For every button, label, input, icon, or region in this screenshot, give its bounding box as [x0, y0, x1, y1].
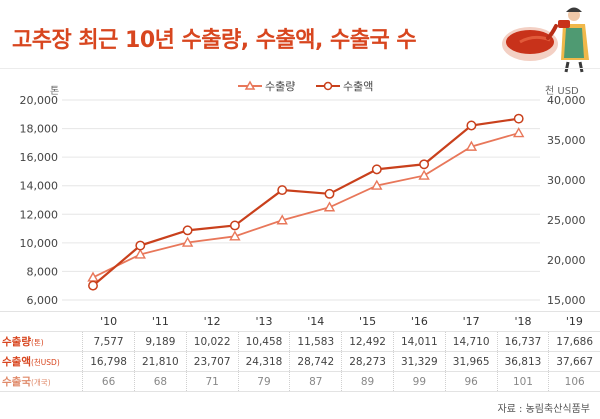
point-volume [134, 248, 146, 259]
point-volume [181, 236, 194, 247]
source-note: 자료 : 농림축산식품부 [497, 404, 590, 415]
row-label: 수출액 [2, 356, 31, 368]
series-line-value [92, 117, 519, 287]
right-axis-tick-label: 30,000 [547, 174, 586, 187]
legend-label-volume: 수출량 [265, 80, 295, 93]
table-cell: 79 [237, 371, 290, 392]
left-axis-tick-label: 10,000 [20, 237, 59, 250]
point-volume [418, 169, 430, 180]
table-cell: 31,329 [392, 351, 446, 372]
title-divider [0, 68, 600, 69]
right-axis-unit: 천 USD [545, 85, 579, 97]
table-row-header: 수출국(개국) [0, 371, 83, 392]
legend: 수출량 수출액 [238, 80, 373, 93]
left-axis-tick-label: 16,000 [20, 151, 59, 164]
table-cell: 17,686 [548, 331, 600, 352]
table-cell: 11,583 [289, 331, 342, 352]
table-cell: 71 [185, 371, 239, 392]
table-cell: 14,011 [392, 331, 446, 352]
right-axis-tick-label: 25,000 [547, 214, 586, 227]
x-axis-tick-label: '17 [445, 311, 498, 332]
data-table: '10'11'12'13'14'15'16'17'18'19 수출량(톤) 7,57… [0, 311, 600, 392]
left-axis-tick-label: 12,000 [20, 208, 59, 221]
row-label: 수출량 [2, 336, 31, 348]
legend-item-value: 수출액 [316, 80, 373, 93]
table-cell: 16,798 [82, 351, 135, 372]
table-cell: 68 [133, 371, 187, 392]
table-cell: 106 [548, 371, 600, 392]
table-cell: 28,273 [341, 351, 394, 372]
table-cell: 87 [289, 371, 342, 392]
table-cell: 9,189 [133, 331, 187, 352]
left-axis-tick-label: 6,000 [27, 294, 59, 307]
table-cell: 31,965 [444, 351, 498, 372]
point-value [371, 164, 382, 175]
left-axis-unit: 톤 [50, 85, 59, 97]
table-cell: 28,742 [289, 351, 342, 372]
series-line-volume [92, 132, 519, 279]
point-value [466, 120, 477, 131]
point-value [324, 188, 335, 199]
x-axis-tick-label: '12 [186, 311, 239, 332]
row-label: 수출국 [2, 376, 31, 388]
point-value [229, 220, 240, 231]
point-value [277, 185, 288, 196]
chef-pouring-gochujang-icon [502, 7, 589, 73]
x-axis-tick-label: '14 [289, 311, 342, 332]
page-title: 고추장 최근 10년 수출량, 수출액, 수출국 수 [12, 28, 417, 53]
point-value [182, 225, 193, 236]
table-cell: 101 [496, 371, 549, 392]
row-unit: (톤) [30, 338, 44, 347]
table-cell: 12,492 [341, 331, 394, 352]
x-axis-tick-label: '19 [548, 311, 600, 332]
right-axis-tick-label: 15,000 [547, 294, 586, 307]
point-value [135, 240, 146, 251]
table-row-header: 수출액(천USD) [0, 351, 83, 372]
table-cell: 7,577 [82, 331, 135, 352]
right-axis-tick-label: 35,000 [547, 134, 586, 147]
legend-label-value: 수출액 [343, 80, 373, 93]
x-axis-tick-label: '13 [238, 311, 290, 332]
table-row-header: 수출량(톤) [0, 331, 83, 352]
table-cell: 23,707 [185, 351, 239, 372]
table-cell: 99 [392, 371, 446, 392]
point-volume [465, 140, 478, 151]
point-volume [323, 201, 336, 212]
x-axis-tick-label: '16 [393, 311, 446, 332]
table-cell: 10,022 [185, 331, 239, 352]
table-cell: 89 [341, 371, 394, 392]
point-volume [87, 271, 99, 282]
table-cell: 21,810 [133, 351, 187, 372]
point-volume [513, 127, 525, 138]
table-corner [0, 311, 83, 332]
legend-item-volume: 수출량 [238, 80, 295, 93]
table-cell: 66 [82, 371, 135, 392]
table-cell: 14,710 [444, 331, 498, 352]
left-axis-tick-label: 8,000 [27, 265, 59, 278]
point-value [419, 159, 430, 170]
point-value [513, 113, 524, 124]
left-axis-tick-label: 14,000 [20, 180, 59, 193]
table-cell: 96 [444, 371, 498, 392]
point-volume [371, 179, 383, 190]
x-axis-tick-label: '18 [497, 311, 549, 332]
table-cell: 37,667 [548, 351, 600, 372]
right-axis-tick-label: 40,000 [547, 94, 586, 107]
line-chart: 6,000 8,000 10,000 12,000 14,000 16,000 18,000… [20, 80, 586, 307]
x-axis-tick-label: '15 [341, 311, 394, 332]
point-volume [229, 230, 241, 241]
table-cell: 24,318 [237, 351, 290, 372]
left-axis-tick-label: 18,000 [20, 123, 59, 136]
left-axis-tick-label: 20,000 [20, 94, 59, 107]
x-axis-tick-label: '10 [82, 311, 135, 332]
row-unit: (천USD) [30, 358, 60, 367]
table-cell: 16,737 [496, 331, 549, 352]
x-axis-tick-label: '11 [134, 311, 187, 332]
table-cell: 10,458 [237, 331, 290, 352]
table-cell: 36,813 [496, 351, 549, 372]
point-volume [276, 214, 288, 225]
point-value [88, 280, 98, 291]
row-unit: (개국) [30, 378, 51, 387]
right-axis-tick-label: 20,000 [547, 254, 586, 267]
